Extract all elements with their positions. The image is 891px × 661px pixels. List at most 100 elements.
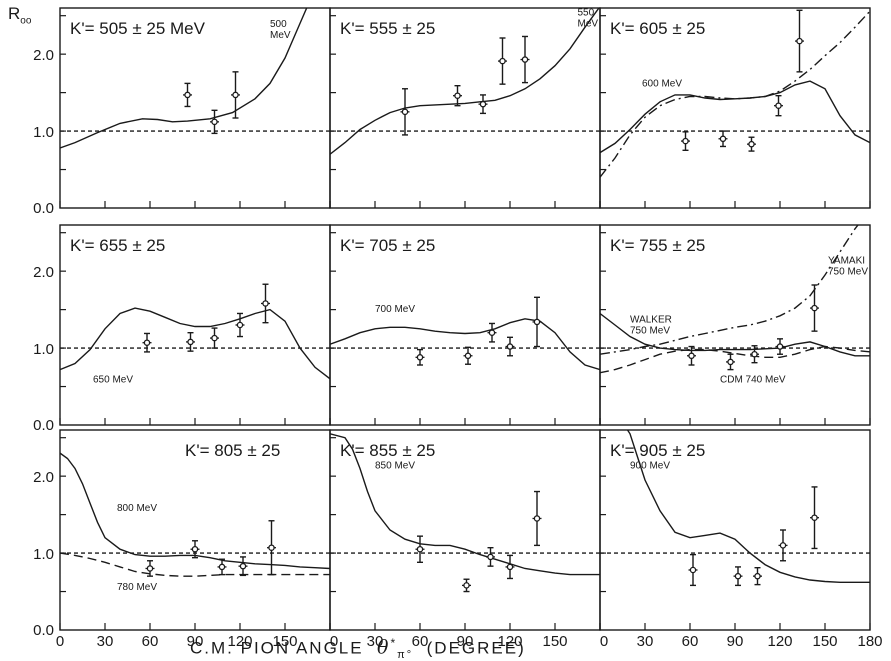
x-tick-label: 120	[767, 633, 792, 650]
data-point	[747, 136, 756, 152]
curve-label: 780 MeV	[117, 582, 157, 593]
panel-frame	[59, 224, 331, 426]
data-point	[486, 546, 495, 567]
curve-label: 650 MeV	[93, 375, 133, 386]
panel-title: K'= 705 ± 25	[340, 236, 435, 255]
data-point	[415, 535, 425, 564]
panel-5: 700 MeV K'= 705 ± 25	[329, 224, 601, 426]
data-point	[217, 558, 227, 576]
data-point	[463, 346, 473, 365]
point-marker	[236, 321, 244, 329]
curve-solid	[60, 452, 330, 570]
curve-label: MeV	[578, 19, 599, 30]
panel-title: K'= 855 ± 25	[340, 441, 435, 460]
data-point	[688, 553, 698, 587]
point-marker	[811, 514, 818, 521]
data-point	[238, 556, 248, 577]
curve-solid	[330, 433, 600, 576]
point-marker	[479, 100, 487, 108]
x-tick-label: 150	[812, 633, 837, 650]
point-marker	[464, 352, 472, 360]
point-marker	[727, 358, 734, 366]
curve-solid	[600, 80, 870, 154]
curve-label: 900 MeV	[630, 460, 670, 471]
data-point	[774, 94, 783, 117]
data-point	[142, 332, 152, 353]
curve-label: MeV	[270, 30, 291, 41]
x-tick-label: 150	[272, 633, 297, 650]
x-tick-label: 90	[457, 633, 474, 650]
data-point	[505, 336, 515, 357]
data-point	[778, 529, 788, 562]
curve-label: 800 MeV	[117, 503, 157, 514]
x-tick-label: 30	[637, 633, 654, 650]
data-point	[415, 348, 425, 366]
point-marker	[143, 339, 151, 346]
x-tick-label: 120	[227, 633, 252, 650]
x-tick-label: 0	[600, 633, 608, 650]
point-marker	[775, 102, 782, 109]
point-marker	[506, 563, 514, 571]
point-marker	[754, 572, 761, 580]
data-point	[726, 353, 735, 371]
point-marker	[211, 118, 218, 126]
panel-title: K'= 905 ± 25	[610, 441, 705, 460]
point-marker	[218, 563, 226, 571]
x-tick-label: 180	[857, 633, 882, 650]
panel-3: 600 MeV K'= 605 ± 25	[599, 7, 871, 209]
curve-label: WALKER	[630, 315, 672, 326]
data-point	[775, 338, 785, 355]
point-marker	[232, 91, 239, 99]
point-marker	[146, 565, 154, 572]
panel-title: K'= 655 ± 25	[70, 236, 165, 255]
x-tick-label: 150	[542, 633, 567, 650]
point-marker	[191, 545, 199, 553]
y-tick-label: 2.0	[33, 47, 54, 64]
x-tick-label: 90	[727, 633, 744, 650]
point-marker	[463, 582, 470, 589]
data-point	[210, 109, 219, 135]
data-point	[687, 345, 696, 366]
x-tick-label: 30	[97, 633, 114, 650]
point-marker	[533, 515, 541, 522]
panel-title: K'= 505 ± 25 MeV	[70, 19, 206, 38]
x-tick-label: 30	[367, 633, 384, 650]
point-marker	[499, 57, 506, 65]
point-marker	[748, 140, 755, 148]
point-marker	[506, 343, 514, 350]
point-marker	[751, 350, 758, 358]
curve-label: YAMAKI	[828, 255, 865, 266]
point-marker	[779, 542, 787, 549]
point-marker	[268, 544, 275, 551]
data-point	[462, 578, 471, 593]
y-tick-label: 1.0	[33, 341, 54, 358]
point-marker	[533, 318, 541, 326]
curve-label: 600 MeV	[642, 78, 682, 89]
data-point	[795, 9, 804, 73]
y-tick-label: 2.0	[33, 264, 54, 281]
data-point	[453, 84, 462, 107]
point-marker	[719, 135, 727, 143]
data-point	[520, 35, 530, 84]
curve-solid	[330, 8, 600, 155]
y-tick-label: 0.0	[33, 622, 54, 639]
data-point	[400, 88, 410, 136]
curve-label: 700 MeV	[375, 304, 415, 315]
point-marker	[262, 300, 269, 307]
curve-dashed	[60, 552, 330, 577]
point-marker	[734, 572, 742, 580]
curve-dashed	[600, 345, 870, 374]
data-point	[210, 327, 219, 349]
curve-solid	[60, 307, 330, 380]
data-point	[231, 71, 240, 119]
curve-solid	[330, 318, 600, 371]
point-marker	[811, 304, 818, 312]
x-tick-label: 60	[682, 633, 699, 650]
curve-label: 550	[578, 8, 595, 19]
data-point	[487, 322, 497, 343]
data-point	[267, 520, 276, 576]
